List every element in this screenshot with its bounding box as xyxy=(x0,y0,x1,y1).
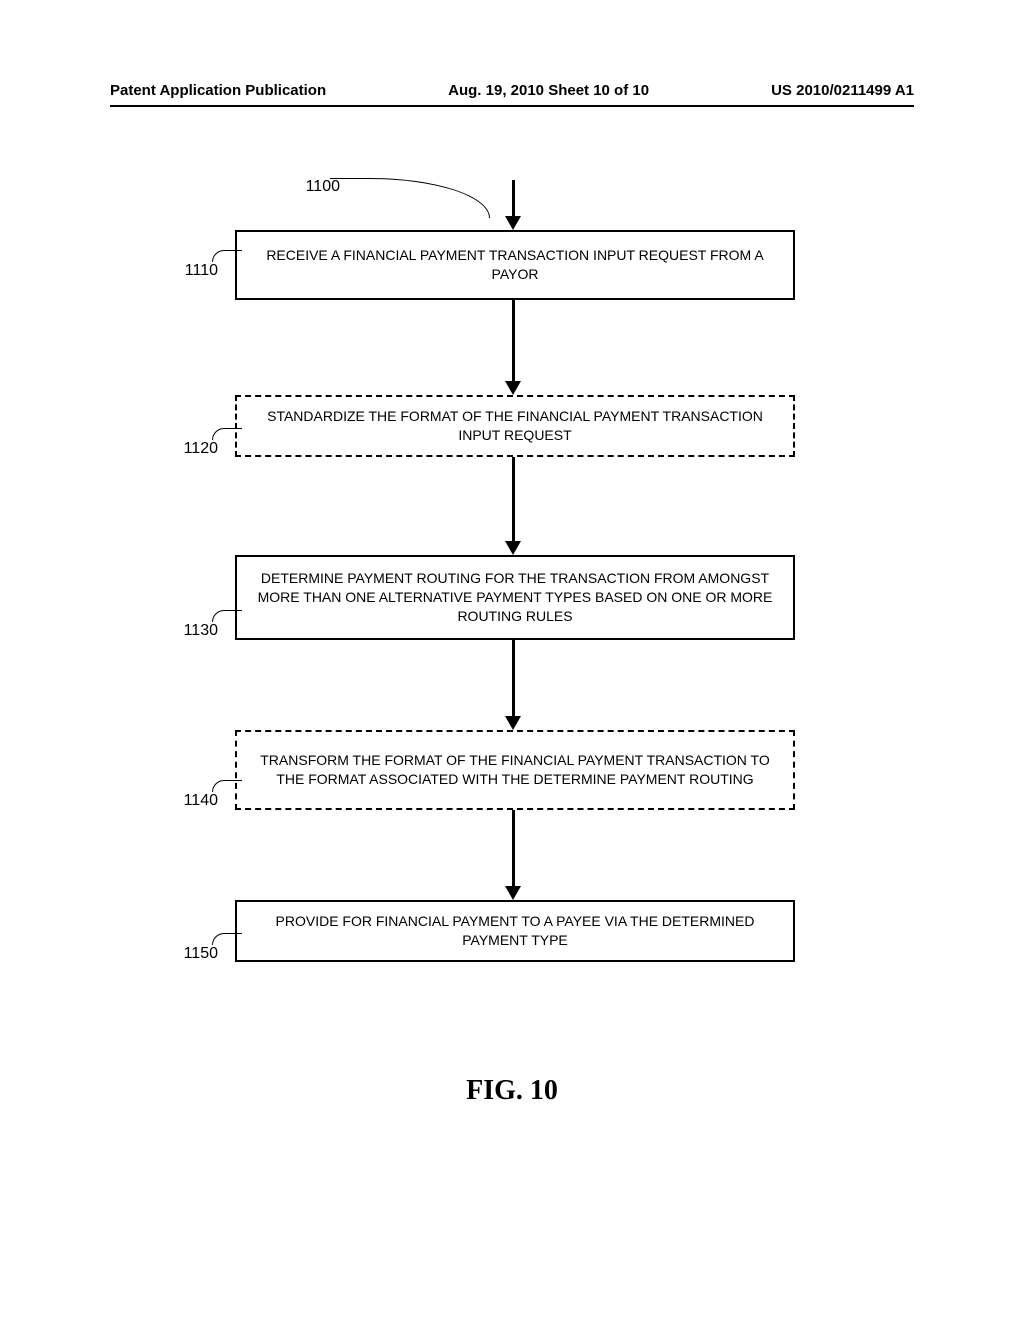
box-1110-text: RECEIVE A FINANCIAL PAYMENT TRANSACTION … xyxy=(257,246,773,284)
box-1140: TRANSFORM THE FORMAT OF THE FINANCIAL PA… xyxy=(235,730,795,810)
header-center: Aug. 19, 2010 Sheet 10 of 10 xyxy=(448,82,649,99)
arrow-0 xyxy=(512,180,515,218)
arrow-1 xyxy=(512,300,515,383)
ref-1130: 1130 xyxy=(168,622,218,640)
box-1150-text: PROVIDE FOR FINANCIAL PAYMENT TO A PAYEE… xyxy=(257,912,773,950)
lead-1120 xyxy=(212,428,242,440)
box-1120: STANDARDIZE THE FORMAT OF THE FINANCIAL … xyxy=(235,395,795,457)
box-1150: PROVIDE FOR FINANCIAL PAYMENT TO A PAYEE… xyxy=(235,900,795,962)
lead-1100 xyxy=(330,178,490,218)
ref-1110: 1110 xyxy=(168,262,218,280)
arrow-3 xyxy=(512,640,515,718)
header-left: Patent Application Publication xyxy=(110,82,326,99)
box-1130: DETERMINE PAYMENT ROUTING FOR THE TRANSA… xyxy=(235,555,795,640)
arrowhead-3 xyxy=(505,716,521,730)
arrowhead-4 xyxy=(505,886,521,900)
figure-caption: FIG. 10 xyxy=(0,1075,1024,1107)
arrowhead-1 xyxy=(505,381,521,395)
lead-1130 xyxy=(212,610,242,622)
ref-1150: 1150 xyxy=(168,945,218,963)
page-header: Patent Application Publication Aug. 19, … xyxy=(110,82,914,107)
arrowhead-2 xyxy=(505,541,521,555)
arrowhead-0 xyxy=(505,216,521,230)
header-right: US 2010/0211499 A1 xyxy=(771,82,914,99)
ref-1120: 1120 xyxy=(168,440,218,458)
box-1110: RECEIVE A FINANCIAL PAYMENT TRANSACTION … xyxy=(235,230,795,300)
lead-1150 xyxy=(212,933,242,945)
box-1140-text: TRANSFORM THE FORMAT OF THE FINANCIAL PA… xyxy=(257,751,773,789)
arrow-4 xyxy=(512,810,515,888)
ref-1140: 1140 xyxy=(168,792,218,810)
box-1120-text: STANDARDIZE THE FORMAT OF THE FINANCIAL … xyxy=(257,407,773,445)
arrow-2 xyxy=(512,457,515,543)
lead-1140 xyxy=(212,780,242,792)
lead-1110 xyxy=(212,250,242,262)
box-1130-text: DETERMINE PAYMENT ROUTING FOR THE TRANSA… xyxy=(257,569,773,626)
